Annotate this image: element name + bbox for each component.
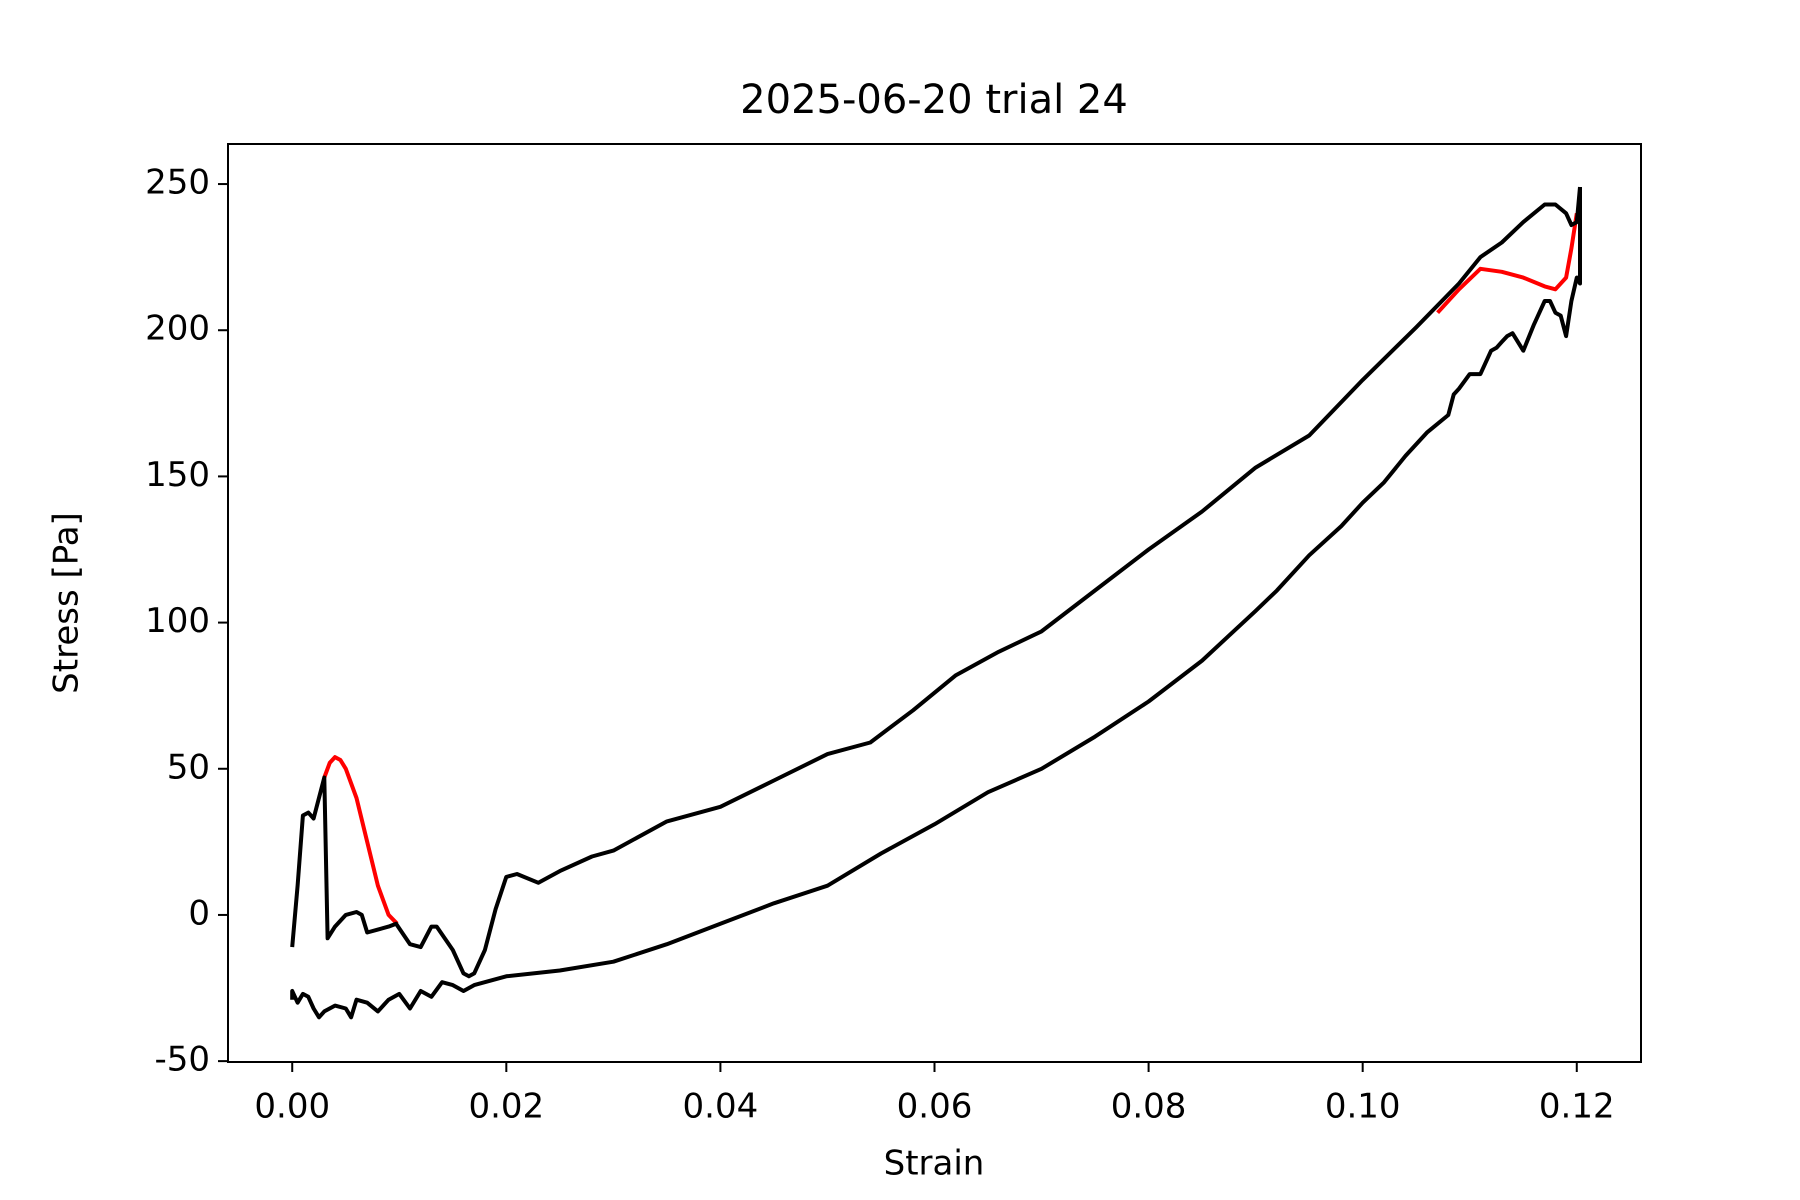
x-tick-label: 0.00 [254,1087,330,1127]
x-tick-label: 0.02 [468,1087,544,1127]
y-axis-label: Stress [Pa] [47,512,87,694]
chart-title: 2025-06-20 trial 24 [740,77,1128,123]
x-axis-label: Strain [884,1144,985,1184]
x-tick-label: 0.04 [683,1087,759,1127]
x-tick-label: 0.08 [1111,1087,1187,1127]
x-tick-label: 0.06 [897,1087,973,1127]
y-tick-label: -50 [154,1040,210,1080]
line-series [290,186,1582,979]
y-tick-label: 250 [145,163,210,203]
y-tick-label: 0 [188,893,210,933]
x-tick-label: 0.10 [1325,1087,1401,1127]
y-tick-label: 50 [167,747,210,787]
y-tick-label: 150 [145,455,210,495]
plot-frame [227,143,1642,1063]
x-tick-label: 0.12 [1539,1087,1615,1127]
y-tick-label: 100 [145,601,210,641]
y-tick-label: 200 [145,309,210,349]
line-series [290,187,1582,1020]
line-series [322,212,1579,926]
